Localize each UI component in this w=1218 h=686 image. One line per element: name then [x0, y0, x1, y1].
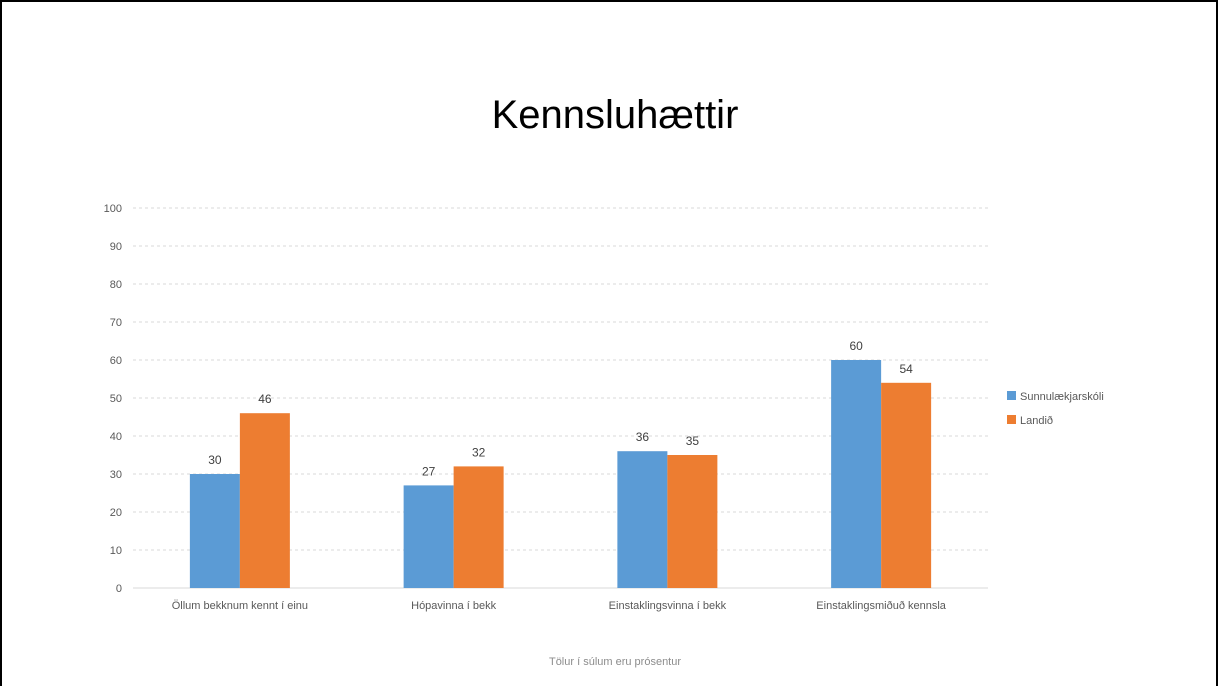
y-tick-label: 0: [116, 583, 122, 595]
chart-footnote: Tölur í súlum eru prósentur: [549, 656, 681, 668]
data-label: 35: [686, 434, 700, 448]
data-label: 30: [208, 453, 222, 467]
data-label: 32: [472, 445, 486, 459]
y-tick-label: 100: [104, 203, 122, 215]
legend-swatch: [1007, 391, 1016, 400]
data-label: 27: [422, 464, 436, 478]
bar: [239, 413, 290, 588]
category-label: Hópavinna í bekk: [411, 600, 496, 612]
data-label: 36: [636, 430, 650, 444]
y-tick-label: 80: [110, 279, 122, 291]
data-label: 46: [258, 392, 272, 406]
category-labels: Öllum bekknum kennt í einu Hópavinna í be…: [172, 600, 947, 612]
legend: Sunnulækjarskóli Landið: [1007, 391, 1104, 427]
y-tick-label: 90: [110, 241, 122, 253]
data-label: 60: [849, 339, 863, 353]
category-label: Einstaklingsvinna í bekk: [609, 600, 727, 612]
bar: [881, 382, 932, 588]
y-tick-label: 10: [110, 545, 122, 557]
y-tick-label: 70: [110, 317, 122, 329]
category-label: Einstaklingsmiðuð kennsla: [816, 600, 947, 612]
bar: [453, 466, 504, 588]
data-labels: 30 46 27 32 36 35 60 54: [208, 339, 913, 478]
legend-swatch: [1007, 415, 1016, 424]
bars: [189, 360, 932, 588]
y-tick-label: 30: [110, 469, 122, 481]
y-tick-label: 60: [110, 355, 122, 367]
legend-label: Sunnulækjarskóli: [1020, 391, 1104, 403]
bar: [189, 474, 240, 588]
bar: [831, 360, 882, 588]
y-tick-label: 20: [110, 507, 122, 519]
chart-title: Kennsluhættir: [492, 93, 739, 137]
bar: [617, 451, 668, 588]
y-tick-label: 40: [110, 431, 122, 443]
y-axis-ticks: 0 10 20 30 40 50 60 70 80 90 100: [104, 203, 122, 595]
category-label: Öllum bekknum kennt í einu: [172, 600, 308, 612]
bar: [403, 485, 454, 588]
legend-label: Landið: [1020, 415, 1053, 427]
bar: [667, 455, 718, 588]
data-label: 54: [899, 362, 913, 376]
y-tick-label: 50: [110, 393, 122, 405]
